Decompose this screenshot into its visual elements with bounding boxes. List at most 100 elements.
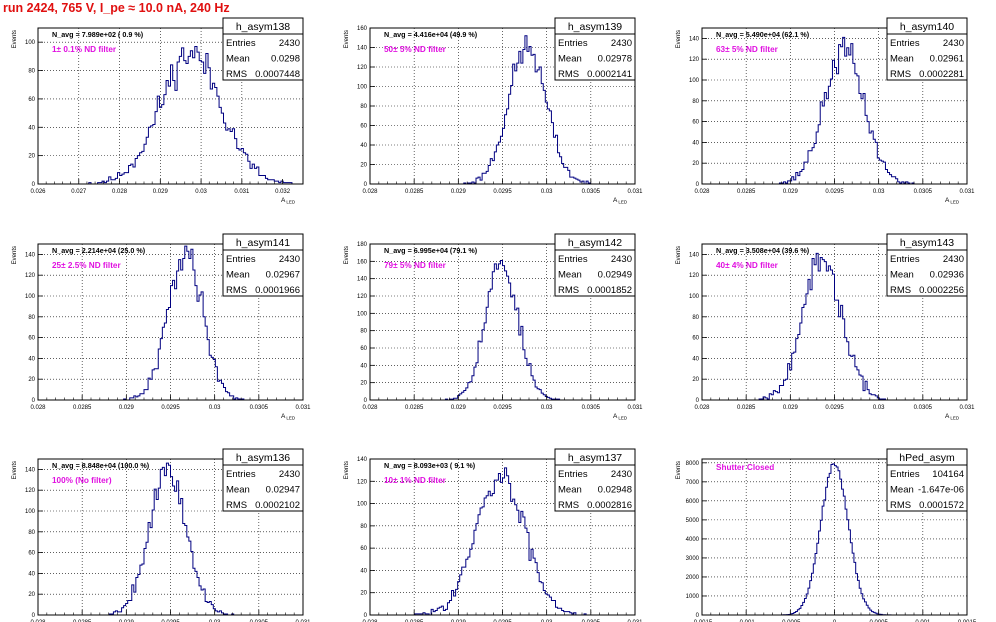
stats-value: 2430 [279,254,300,265]
x-tick-label: 0.001 [915,620,931,622]
panel-h_asym140: 0.028 0.0285 0.029 0.0295 0.03 0.0305 0.031 0 20… [676,17,975,205]
stats-key: Mean [890,270,914,281]
x-tick-label: 0.031 [295,405,311,411]
y-tick-label: 40 [360,363,367,369]
stats-value: 0.0001852 [587,285,632,296]
y-tick-label: 6000 [686,499,700,505]
stats-key: Entries [558,469,588,480]
panel-h_asym139: 0.028 0.0285 0.029 0.0295 0.03 0.0305 0.031 0 20… [344,17,643,205]
stats-value: 0.02947 [266,485,300,496]
panel-h_asym138: 0.026 0.027 0.028 0.029 0.03 0.031 0.032 0 20 40 6… [12,17,304,205]
y-tick-label: 140 [357,457,368,463]
y-tick-label: 100 [357,311,368,317]
stats-key: RMS [558,69,579,80]
stats-box [886,17,968,81]
stats-box [222,233,304,297]
y-tick-label: 60 [692,336,699,342]
stats-value: 0.0002256 [919,285,964,296]
stats-value: 2430 [943,38,964,49]
stats-value: 0.0002816 [587,500,632,511]
y-tick-label: 80 [360,329,367,335]
y-tick-label: 100 [25,294,36,300]
y-tick-label: 20 [28,377,35,383]
y-tick-label: 140 [689,36,700,42]
stats-value: 0.02936 [930,270,964,281]
x-tick-label: 0.0285 [737,189,756,195]
x-tick-label: 0.028 [362,189,378,195]
y-tick-label: 0 [32,398,36,404]
stats-key: RMS [226,500,247,511]
stats-value: 2430 [943,254,964,265]
x-tick-label: 0.0285 [405,189,424,195]
y-tick-label: 0 [32,613,36,619]
y-tick-label: 0 [364,182,368,188]
y-axis-label: Events [12,246,18,264]
stats-box [554,448,636,512]
navg-label: N_avg = 3.508e+04 (39.6 %) [716,246,810,255]
stats-title: h_asym137 [568,452,622,464]
x-tick-label: 0.028 [30,620,46,622]
x-tick-label: 0.029 [451,620,467,622]
stats-key: Entries [558,254,588,265]
stats-key: Entries [226,254,256,265]
stats-value: 0.0001572 [919,500,964,511]
y-axis-label: Events [12,461,18,479]
panel-h_asym142: 0.028 0.0285 0.029 0.0295 0.03 0.0305 0.031 0 20… [344,233,643,421]
stats-key: Mean [226,54,250,65]
x-tick-label: 0.0305 [250,405,269,411]
navg-label: N_avg = 2.214e+04 (25.0 %) [52,246,146,255]
x-axis-label: ALED [945,413,960,421]
y-tick-label: 100 [689,78,700,84]
y-axis-label: Events [676,461,682,479]
stats-key: Entries [890,38,920,49]
y-tick-label: 20 [692,377,699,383]
x-tick-label: 0.03 [195,189,207,195]
y-tick-label: 80 [28,69,35,75]
x-tick-label: 0.029 [119,620,135,622]
y-tick-label: 120 [357,65,368,71]
x-tick-label: 0.027 [71,189,87,195]
filter-label: 100% (No filter) [52,476,112,485]
x-axis-label: ALED [281,413,296,421]
navg-label: N_avg = 6.995e+04 (79.1 %) [384,246,478,255]
y-tick-label: 80 [28,530,35,536]
y-tick-label: 20 [360,591,367,597]
y-tick-label: 140 [689,252,700,258]
stats-key: Entries [226,469,256,480]
x-tick-label: 0.028 [112,189,128,195]
y-tick-label: 3000 [686,556,700,562]
y-tick-label: 80 [360,104,367,110]
x-tick-label: 0.029 [783,405,799,411]
stats-value: 2430 [279,469,300,480]
x-tick-label: 0.0295 [493,189,512,195]
stats-value: 0.02978 [598,54,632,65]
x-tick-label: 0.029 [119,405,135,411]
y-tick-label: 100 [25,40,36,46]
stats-value: 2430 [611,469,632,480]
stats-title: h_asym142 [568,237,622,249]
x-tick-label: 0.032 [275,189,291,195]
navg-label: N_avg = 8.848e+04 (100.0 %) [52,461,150,470]
y-tick-label: 60 [360,124,367,130]
stats-title: h_asym136 [236,452,290,464]
navg-label: N_avg = 7.989e+02 ( 0.9 %) [52,30,144,39]
stats-value: 2430 [611,38,632,49]
stats-value: 0.0002102 [255,500,300,511]
stats-title: h_asym138 [236,21,290,33]
x-tick-label: 0.0285 [405,620,424,622]
stats-value: 0.02949 [598,270,632,281]
stats-key: RMS [226,285,247,296]
x-tick-label: 0.03 [541,405,553,411]
x-tick-label: -0.0015 [692,620,713,622]
y-tick-label: 20 [28,592,35,598]
x-tick-label: 0.03 [209,620,221,622]
stats-box [886,233,968,297]
stats-key: Mean [558,485,582,496]
plot-frame [37,27,304,185]
y-tick-label: 60 [28,97,35,103]
x-tick-label: 0.031 [959,189,975,195]
stats-key: Entries [890,254,920,265]
y-tick-label: 80 [28,315,35,321]
y-tick-label: 0 [32,182,36,188]
